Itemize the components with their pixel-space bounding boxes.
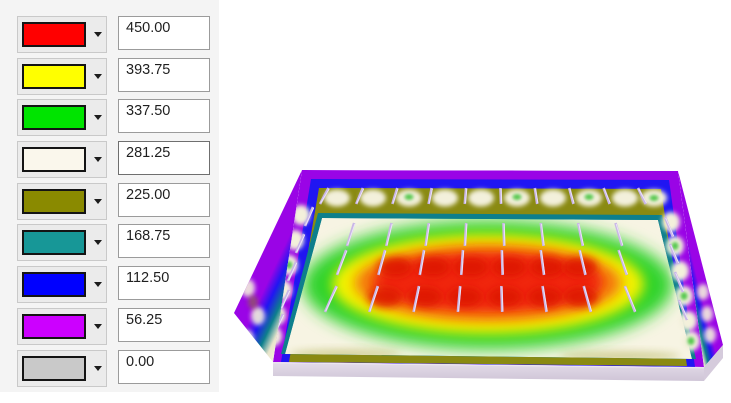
threshold-value-input[interactable] <box>118 99 210 134</box>
color-swatch <box>22 355 86 381</box>
dropdown-arrow-icon <box>94 157 102 163</box>
color-swatch <box>22 313 86 339</box>
legend-row-yellow <box>17 57 219 95</box>
color-dropdown-button[interactable] <box>17 182 107 220</box>
color-dropdown-button[interactable] <box>17 141 107 179</box>
threshold-value-input[interactable] <box>118 57 210 92</box>
legend-panel <box>0 0 219 392</box>
dropdown-arrow-icon <box>94 32 102 37</box>
dropdown-arrow-icon <box>94 115 102 121</box>
color-dropdown-button[interactable] <box>17 57 107 95</box>
color-swatch <box>22 147 86 173</box>
threshold-value-input[interactable] <box>118 16 210 50</box>
color-swatch <box>22 272 86 298</box>
color-dropdown-button[interactable] <box>17 307 107 345</box>
color-swatch <box>22 188 86 214</box>
contour-3d-viewport[interactable] <box>225 140 731 403</box>
legend-row-gray <box>17 349 219 387</box>
color-swatch <box>22 230 86 256</box>
threshold-value-input[interactable] <box>118 224 210 259</box>
legend-row-magenta <box>17 307 219 345</box>
threshold-value-input[interactable] <box>118 307 210 342</box>
threshold-value-input[interactable] <box>118 266 210 301</box>
color-dropdown-button[interactable] <box>17 16 107 53</box>
threshold-value-input[interactable] <box>118 141 210 176</box>
dropdown-arrow-icon <box>94 323 102 329</box>
legend-row-teal <box>17 224 219 262</box>
legend-row-green <box>17 99 219 137</box>
color-swatch <box>22 22 86 47</box>
color-dropdown-button[interactable] <box>17 349 107 387</box>
legend-row-red <box>17 16 219 53</box>
color-dropdown-button[interactable] <box>17 99 107 137</box>
dropdown-arrow-icon <box>94 282 102 288</box>
color-dropdown-button[interactable] <box>17 266 107 304</box>
threshold-value-input[interactable] <box>118 182 210 217</box>
color-dropdown-button[interactable] <box>17 224 107 262</box>
legend-row-off-white <box>17 141 219 179</box>
color-swatch <box>22 63 86 89</box>
legend-row-blue <box>17 266 219 304</box>
legend-row-olive <box>17 182 219 220</box>
dropdown-arrow-icon <box>94 240 102 246</box>
color-swatch <box>22 105 86 131</box>
dropdown-arrow-icon <box>94 198 102 204</box>
threshold-value-input[interactable] <box>118 349 210 384</box>
dropdown-arrow-icon <box>94 365 102 371</box>
dropdown-arrow-icon <box>94 73 102 79</box>
